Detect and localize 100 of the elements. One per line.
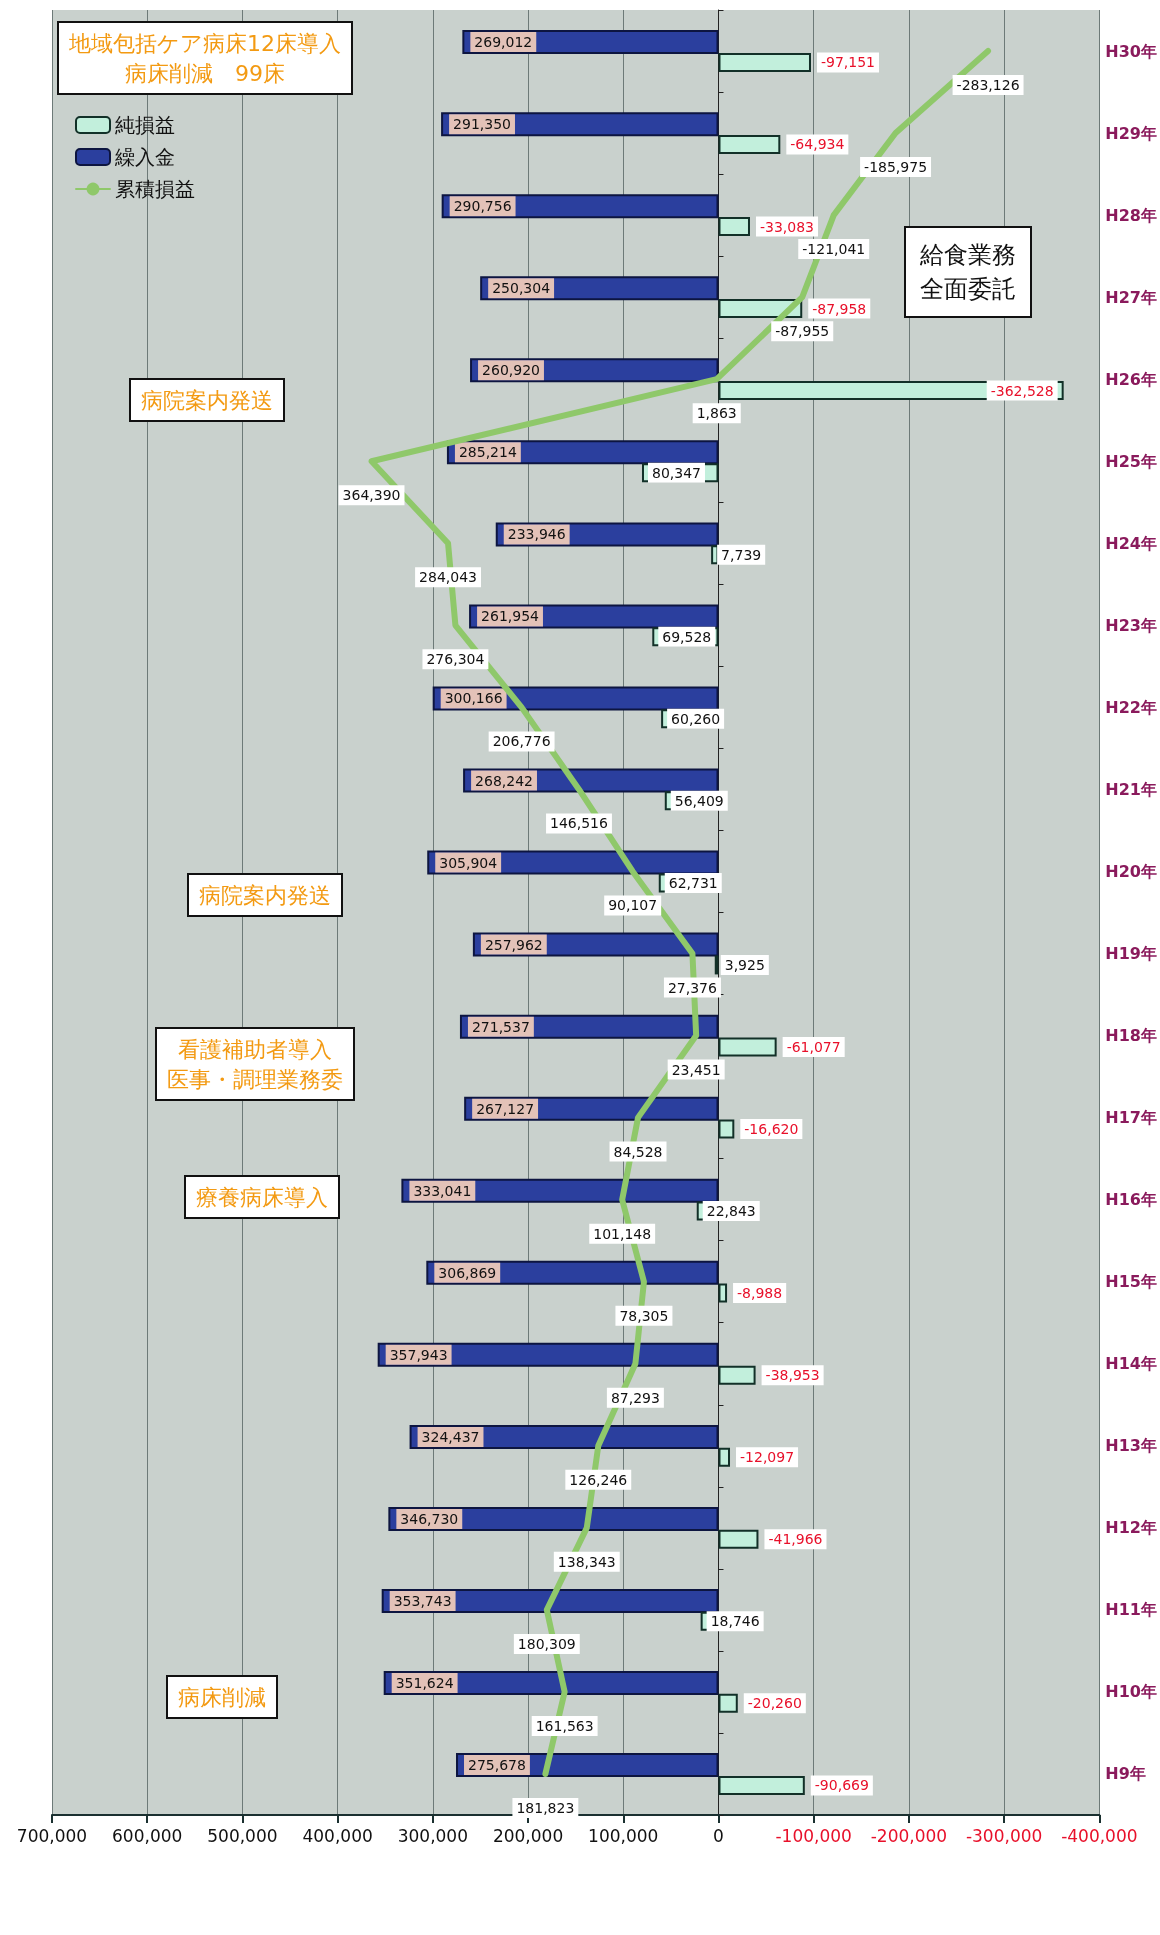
data-label: 285,214 (458, 444, 517, 461)
data-label: 305,904 (439, 854, 498, 871)
data-label: 27,376 (667, 979, 718, 996)
data-label: 161,563 (535, 1717, 594, 1734)
bar (718, 217, 750, 237)
bar (718, 1037, 777, 1057)
data-label: 364,390 (342, 487, 401, 504)
data-label: -20,260 (747, 1695, 802, 1712)
x-tick-label: 400,000 (302, 1825, 373, 1846)
bar (718, 1775, 805, 1795)
data-label: 7,739 (721, 546, 762, 563)
y-tick-label: H21年 (1105, 779, 1157, 799)
y-tick-label: H12年 (1105, 1518, 1157, 1538)
annotation: 看護補助者導入 (178, 1036, 332, 1062)
data-label: 260,920 (482, 362, 540, 379)
bar (718, 134, 781, 154)
y-tick-label: H22年 (1105, 697, 1157, 717)
x-tick-label: 600,000 (112, 1825, 183, 1846)
data-label: 357,943 (389, 1346, 448, 1363)
data-label: 18,746 (710, 1613, 760, 1630)
legend-label: 繰入金 (114, 145, 175, 169)
data-label: -12,097 (740, 1449, 795, 1466)
data-label: -97,151 (820, 54, 876, 71)
x-tick-label: -300,000 (965, 1825, 1043, 1846)
data-label: 267,127 (476, 1100, 535, 1117)
data-label: 23,451 (671, 1061, 721, 1078)
annotation: 給食業務全面委託 (919, 241, 1016, 303)
data-label: -33,083 (759, 218, 815, 235)
bar (718, 1693, 738, 1713)
y-tick-label: H23年 (1105, 615, 1157, 635)
annotation: 病床削減 99床 (125, 60, 285, 86)
data-label: 1,863 (696, 405, 737, 422)
data-label: 180,309 (517, 1635, 576, 1652)
y-tick-label: H18年 (1105, 1026, 1157, 1046)
annotation: 医事・調理業務委 (167, 1066, 343, 1092)
y-tick-label: H27年 (1105, 287, 1157, 307)
data-label: -61,077 (786, 1038, 841, 1055)
bar (718, 1119, 735, 1139)
bar (718, 1283, 728, 1303)
data-label: -362,528 (990, 382, 1054, 399)
data-label: 333,041 (413, 1182, 472, 1199)
y-tick-label: H25年 (1105, 451, 1157, 471)
data-label: 181,823 (516, 1799, 575, 1816)
legend-label: 累積損益 (115, 177, 195, 201)
data-label: 138,343 (557, 1553, 616, 1570)
y-tick-label: H11年 (1105, 1600, 1157, 1620)
data-label: 101,148 (593, 1225, 652, 1242)
data-label: 353,743 (393, 1592, 452, 1609)
y-tick-label: H29年 (1105, 123, 1157, 143)
data-label: 346,730 (400, 1510, 459, 1527)
annotation: 病院案内発送 (199, 882, 331, 908)
data-label: 324,437 (421, 1428, 480, 1445)
x-tick-label: 0 (713, 1825, 724, 1846)
data-label: -16,620 (744, 1121, 799, 1138)
y-tick-label: H28年 (1105, 205, 1157, 225)
data-label: 126,246 (569, 1471, 628, 1488)
annotation: 病床削減 (178, 1684, 266, 1710)
data-label: 271,537 (471, 1018, 530, 1035)
data-label: -121,041 (802, 241, 866, 258)
data-label: 290,756 (453, 198, 512, 215)
data-label: 78,305 (619, 1307, 669, 1324)
data-label: 69,528 (662, 628, 712, 645)
x-tick-label: 200,000 (492, 1825, 564, 1846)
x-tick-label: -200,000 (870, 1825, 948, 1846)
x-tick-label: 500,000 (207, 1825, 278, 1846)
y-tick-label: H14年 (1105, 1354, 1157, 1374)
data-label: 351,624 (395, 1675, 454, 1692)
data-label: -87,955 (775, 323, 830, 340)
data-label: 276,304 (426, 651, 485, 668)
data-label: 84,528 (613, 1143, 663, 1160)
bar (718, 1529, 759, 1549)
data-label: 250,304 (492, 280, 551, 297)
data-label: 268,242 (475, 772, 533, 789)
y-tick-label: H24年 (1105, 533, 1157, 553)
y-tick-label: H10年 (1105, 1682, 1157, 1702)
data-label: 3,925 (724, 956, 765, 973)
data-label: 80,347 (651, 464, 701, 481)
y-tick-label: H15年 (1105, 1272, 1157, 1292)
y-tick-label: H16年 (1105, 1190, 1157, 1210)
data-label: -41,966 (768, 1531, 823, 1548)
x-tick-label: 300,000 (397, 1825, 469, 1846)
data-label: 306,869 (438, 1264, 497, 1281)
data-label: 56,409 (674, 792, 724, 809)
bar (718, 1365, 756, 1385)
data-label: 269,012 (474, 34, 533, 51)
bar (718, 1447, 731, 1467)
annotation: 地域包括ケア病床12床導入 (68, 30, 341, 56)
legend-label: 純損益 (115, 113, 175, 137)
annotation: 療養病床導入 (196, 1184, 328, 1210)
y-tick-label: H17年 (1105, 1108, 1157, 1128)
x-tick-label: 700,000 (16, 1825, 88, 1846)
data-label: 284,043 (419, 569, 477, 586)
x-tick-label: 100,000 (588, 1825, 659, 1846)
annotation: 病院案内発送 (141, 387, 273, 413)
data-label: -8,988 (737, 1285, 783, 1302)
bar (718, 52, 811, 72)
data-label: 300,166 (444, 690, 503, 707)
y-tick-label: H13年 (1105, 1436, 1157, 1456)
data-label: -283,126 (956, 77, 1020, 94)
x-tick-label: -400,000 (1061, 1825, 1138, 1846)
